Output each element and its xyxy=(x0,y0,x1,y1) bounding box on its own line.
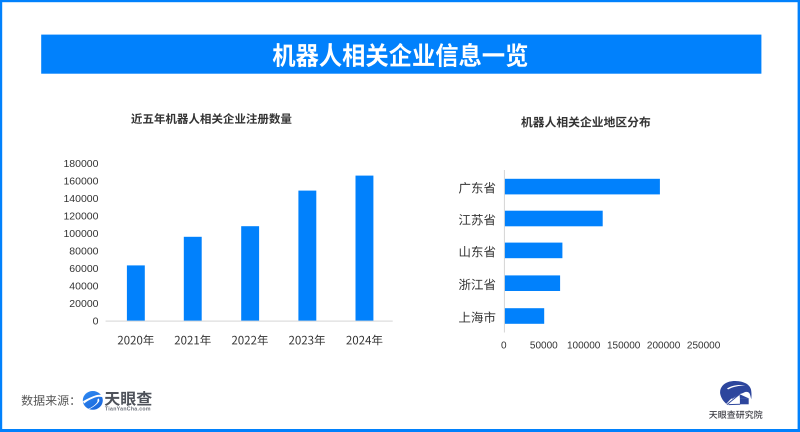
svg-text:20000: 20000 xyxy=(69,298,98,310)
svg-text:150000: 150000 xyxy=(607,340,641,351)
svg-text:0: 0 xyxy=(93,315,99,327)
svg-text:140000: 140000 xyxy=(63,193,98,205)
svg-text:160000: 160000 xyxy=(63,175,98,187)
svg-text:120000: 120000 xyxy=(63,210,98,222)
svg-text:40000: 40000 xyxy=(69,280,98,292)
svg-text:100000: 100000 xyxy=(63,228,98,240)
svg-text:TianYanCha.com: TianYanCha.com xyxy=(105,407,151,413)
svg-text:60000: 60000 xyxy=(69,263,98,275)
svg-text:0: 0 xyxy=(501,340,507,351)
svg-text:100000: 100000 xyxy=(567,340,601,351)
svg-text:200000: 200000 xyxy=(647,340,681,351)
svg-text:80000: 80000 xyxy=(69,245,98,257)
svg-text:250000: 250000 xyxy=(687,340,721,351)
svg-text:50000: 50000 xyxy=(530,340,558,351)
svg-text:180000: 180000 xyxy=(63,158,98,170)
